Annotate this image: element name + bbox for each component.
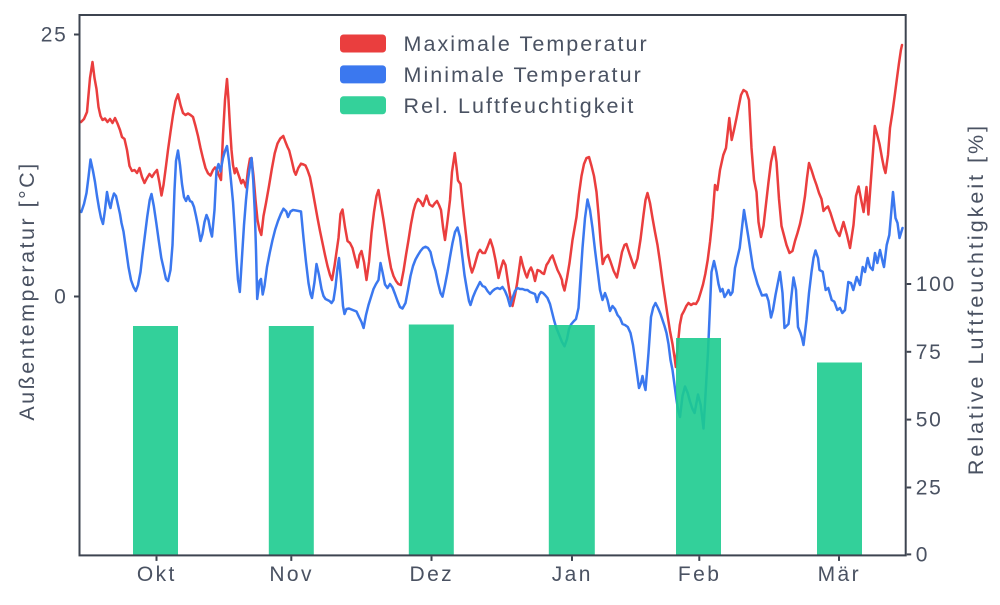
svg-text:Dez: Dez — [410, 563, 455, 586]
svg-text:Mär: Mär — [818, 563, 861, 586]
svg-text:100: 100 — [916, 273, 956, 296]
svg-text:Jan: Jan — [552, 563, 593, 586]
svg-text:Außentemperatur [°C]: Außentemperatur [°C] — [15, 161, 39, 420]
svg-text:Rel. Luftfeuchtigkeit: Rel. Luftfeuchtigkeit — [404, 94, 636, 118]
svg-text:25: 25 — [916, 477, 943, 500]
svg-text:Maximale Temperatur: Maximale Temperatur — [404, 32, 649, 56]
svg-text:75: 75 — [916, 341, 943, 364]
svg-text:Okt: Okt — [137, 563, 177, 586]
svg-text:25: 25 — [41, 24, 68, 47]
svg-text:0: 0 — [54, 286, 67, 309]
svg-text:50: 50 — [916, 409, 943, 432]
svg-text:Nov: Nov — [269, 563, 314, 586]
svg-text:Relative Luftfeuchtigkeit [%]: Relative Luftfeuchtigkeit [%] — [964, 123, 988, 475]
svg-text:0: 0 — [916, 543, 929, 566]
svg-text:Feb: Feb — [678, 563, 721, 586]
svg-text:Minimale Temperatur: Minimale Temperatur — [404, 63, 643, 87]
